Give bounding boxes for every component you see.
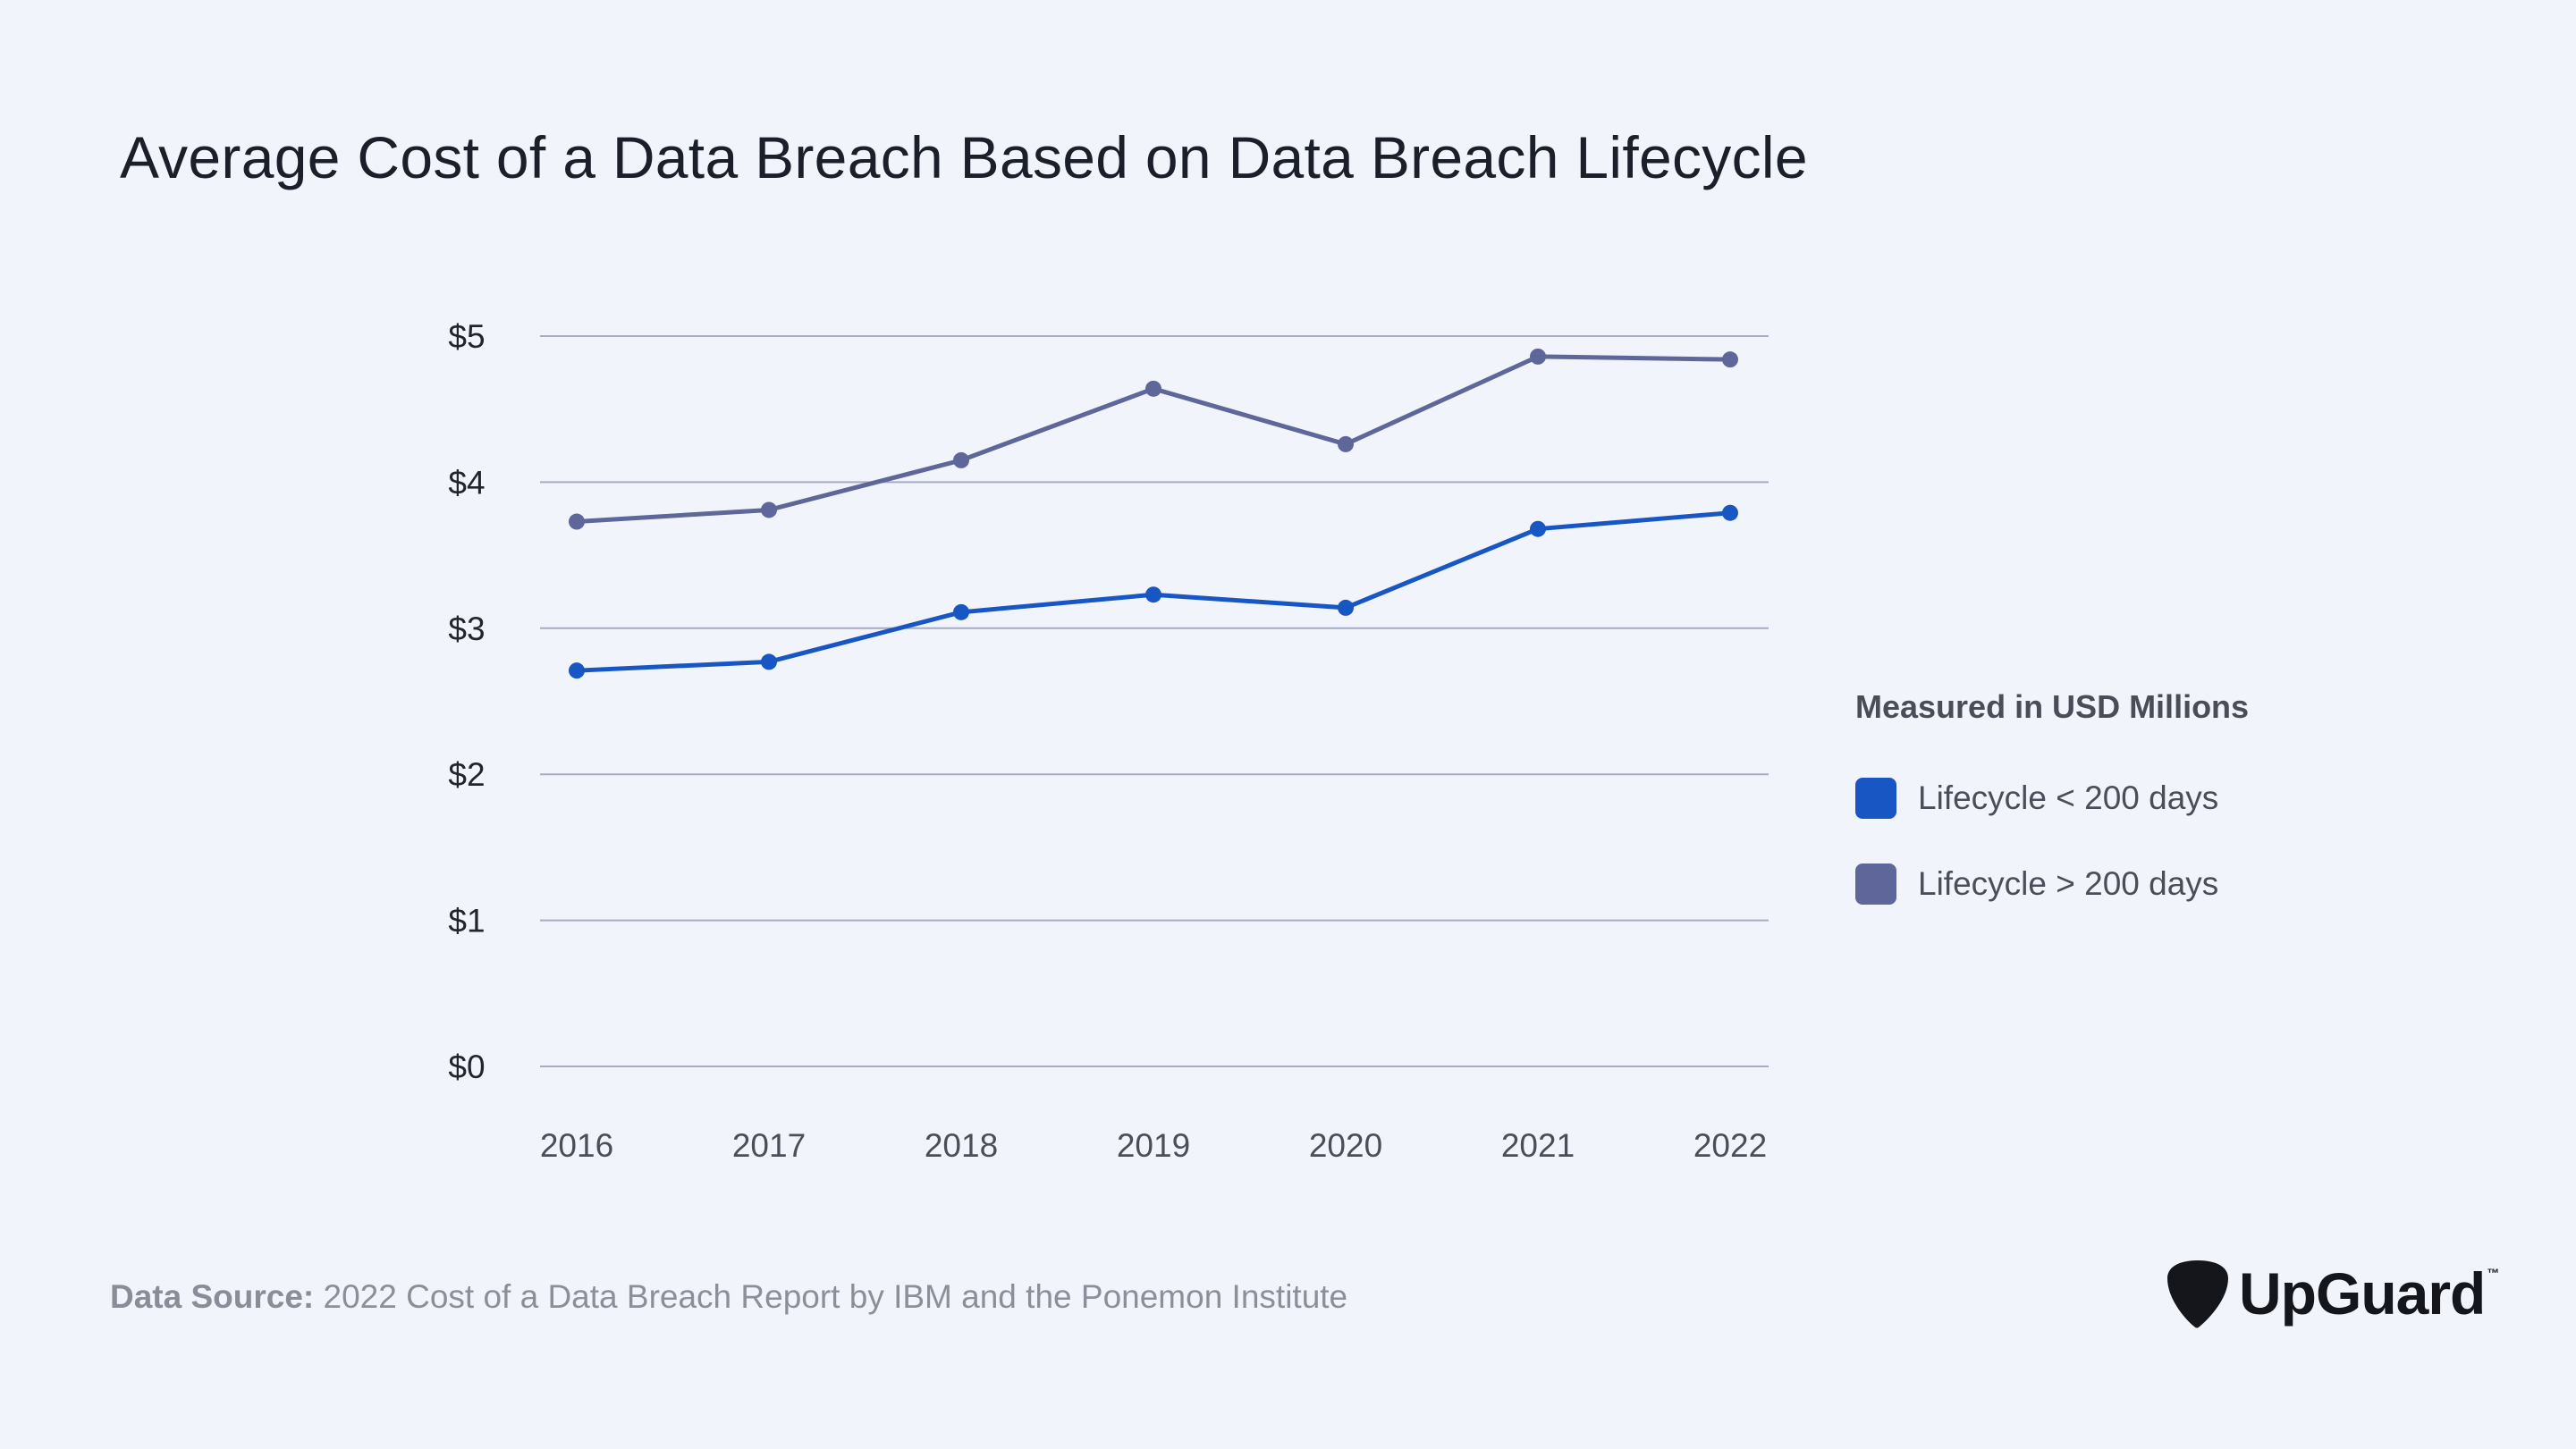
data-point-long-lifecycle: [569, 513, 585, 530]
x-tick-label: 2016: [540, 1127, 613, 1164]
x-axis-ticks: 2016 2017 2018 2019 2020 2021 2022: [540, 1127, 1767, 1164]
x-tick-label: 2020: [1309, 1127, 1382, 1164]
legend-label-long: Lifecycle > 200 days: [1918, 865, 2219, 902]
chart-title: Average Cost of a Data Breach Based on D…: [120, 124, 1808, 190]
y-tick-label: $4: [448, 464, 485, 501]
data-point-short-lifecycle: [1722, 504, 1738, 521]
data-source: Data Source: 2022 Cost of a Data Breach …: [110, 1278, 1347, 1316]
data-point-short-lifecycle: [953, 603, 969, 620]
data-point-long-lifecycle: [953, 451, 969, 468]
legend-swatch-short: [1855, 778, 1896, 819]
y-tick-label: $5: [448, 318, 485, 355]
data-point-short-lifecycle: [1338, 599, 1354, 616]
gridlines: [540, 335, 1769, 1067]
data-source-text: 2022 Cost of a Data Breach Report by IBM…: [323, 1278, 1348, 1315]
y-tick-label: $1: [448, 903, 485, 939]
x-tick-label: 2021: [1501, 1127, 1575, 1164]
x-tick-label: 2019: [1117, 1127, 1190, 1164]
guitar-pick-icon: [2167, 1260, 2228, 1328]
brand-trademark: ™: [2487, 1266, 2500, 1280]
upguard-logo: UpGuard ™: [2166, 1259, 2499, 1328]
x-tick-label: 2018: [925, 1127, 998, 1164]
legend-heading: Measured in USD Millions: [1855, 688, 2250, 725]
data-point-long-lifecycle: [1145, 380, 1161, 397]
brand-name: UpGuard: [2239, 1260, 2486, 1327]
legend-item-long-lifecycle: Lifecycle > 200 days: [1855, 864, 2249, 905]
x-tick-label: 2017: [732, 1127, 806, 1164]
series-lines: [569, 348, 1738, 679]
data-source-label: Data Source:: [110, 1278, 315, 1315]
data-point-long-lifecycle: [1338, 435, 1354, 452]
legend-item-short-lifecycle: Lifecycle < 200 days: [1855, 778, 2249, 819]
y-axis-ticks: $0 $1 $2 $3 $4 $5: [448, 318, 485, 1085]
data-point-short-lifecycle: [1530, 520, 1546, 537]
data-point-short-lifecycle: [569, 662, 585, 679]
data-point-short-lifecycle: [1145, 586, 1161, 603]
legend: Measured in USD Millions Lifecycle < 200…: [1855, 688, 2249, 905]
y-tick-label: $2: [448, 756, 485, 793]
y-tick-label: $0: [448, 1049, 485, 1085]
data-point-long-lifecycle: [1722, 351, 1738, 368]
data-point-long-lifecycle: [761, 501, 777, 518]
data-point-short-lifecycle: [761, 653, 777, 670]
data-point-long-lifecycle: [1530, 348, 1546, 365]
y-tick-label: $3: [448, 611, 485, 647]
legend-label-short: Lifecycle < 200 days: [1918, 779, 2219, 816]
x-tick-label: 2022: [1693, 1127, 1767, 1164]
legend-swatch-long: [1855, 864, 1896, 905]
